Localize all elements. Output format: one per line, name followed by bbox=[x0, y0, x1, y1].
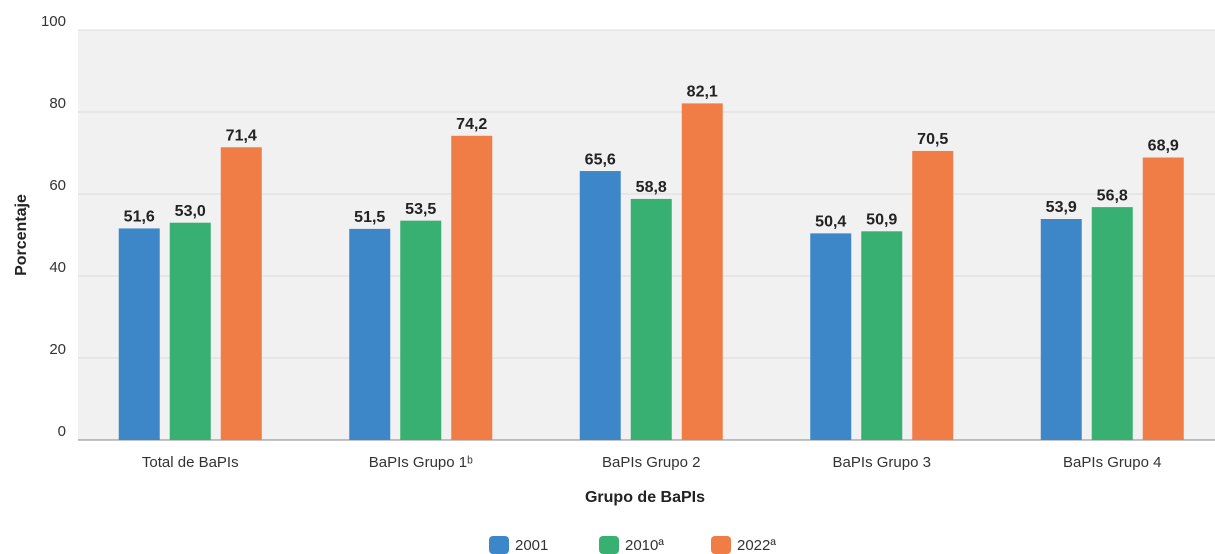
value-label: 82,1 bbox=[687, 84, 718, 101]
bar bbox=[810, 233, 852, 440]
y-tick-label: 0 bbox=[58, 423, 66, 440]
bar bbox=[1040, 219, 1082, 440]
value-label: 53,9 bbox=[1046, 199, 1077, 216]
value-label: 50,9 bbox=[866, 212, 897, 229]
bar bbox=[1091, 207, 1133, 440]
x-tick-label: BaPIs Grupo 2 bbox=[602, 454, 700, 471]
bar bbox=[912, 150, 954, 440]
y-tick-label: 100 bbox=[41, 13, 66, 30]
legend-label: 2001 bbox=[515, 537, 548, 554]
y-tick-label: 40 bbox=[49, 259, 66, 276]
bar bbox=[349, 228, 391, 440]
value-label: 68,9 bbox=[1148, 138, 1179, 155]
value-label: 53,0 bbox=[175, 203, 206, 220]
x-axis-label: Grupo de BaPIs bbox=[585, 489, 705, 506]
bar bbox=[681, 103, 723, 440]
y-tick-label: 20 bbox=[49, 341, 66, 358]
value-label: 65,6 bbox=[585, 151, 616, 168]
value-label: 58,8 bbox=[636, 179, 667, 196]
y-axis-label: Porcentaje bbox=[13, 194, 30, 276]
x-tick-label: BaPIs Grupo 4 bbox=[1063, 454, 1161, 471]
value-label: 51,5 bbox=[354, 209, 385, 226]
x-tick-label: Total de BaPIs bbox=[142, 454, 239, 471]
x-tick-label: BaPIs Grupo 3 bbox=[833, 454, 931, 471]
bar bbox=[451, 135, 493, 440]
value-label: 51,6 bbox=[124, 209, 155, 226]
y-tick-label: 80 bbox=[49, 95, 66, 112]
legend-swatch bbox=[711, 536, 731, 554]
value-label: 70,5 bbox=[917, 131, 948, 148]
bar bbox=[118, 228, 160, 440]
value-label: 74,2 bbox=[456, 116, 487, 133]
value-label: 71,4 bbox=[226, 127, 257, 144]
legend-label: 2010ª bbox=[625, 537, 664, 554]
bar bbox=[579, 171, 621, 441]
x-tick-label: BaPIs Grupo 1ᵇ bbox=[369, 454, 473, 471]
value-label: 50,4 bbox=[815, 214, 846, 231]
bar bbox=[400, 220, 442, 440]
bar bbox=[630, 198, 672, 440]
y-tick-label: 60 bbox=[49, 177, 66, 194]
value-label: 56,8 bbox=[1097, 187, 1128, 204]
value-label: 53,5 bbox=[405, 201, 436, 218]
bar bbox=[1142, 157, 1184, 440]
legend-label: 2022ª bbox=[737, 537, 776, 554]
legend-swatch bbox=[599, 536, 619, 554]
legend-swatch bbox=[489, 536, 509, 554]
bar bbox=[169, 222, 211, 440]
bar bbox=[220, 147, 262, 440]
bar bbox=[861, 231, 903, 440]
